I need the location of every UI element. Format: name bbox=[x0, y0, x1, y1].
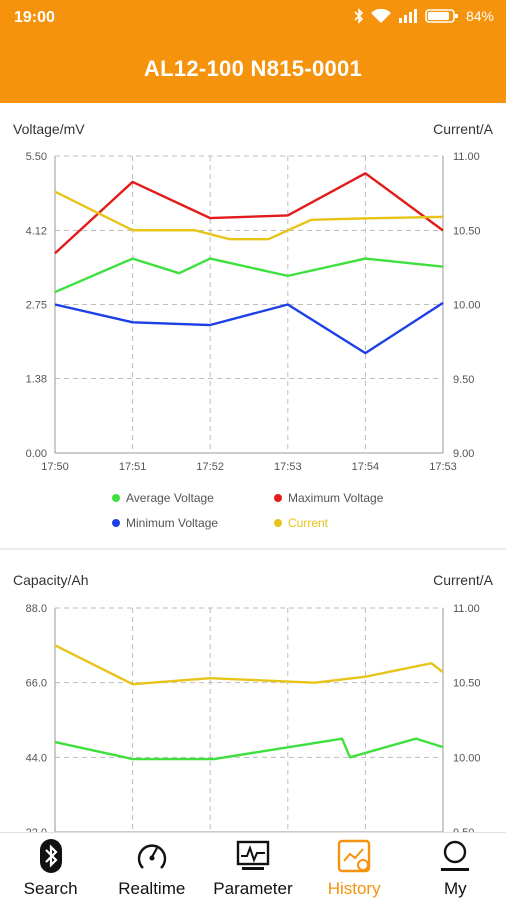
x-tick-label: 17:50 bbox=[41, 461, 69, 473]
series-line bbox=[54, 737, 444, 761]
right-tick-label: 9.50 bbox=[453, 827, 474, 835]
right-tick-label: 10.00 bbox=[453, 752, 481, 764]
left-tick-label: 2.75 bbox=[26, 300, 47, 312]
right-tick-label: 10.50 bbox=[453, 678, 481, 690]
x-tick-label: 17:53 bbox=[429, 461, 457, 473]
series-line bbox=[54, 172, 444, 255]
nav-history[interactable]: History bbox=[304, 833, 405, 901]
legend-current: Current bbox=[274, 516, 328, 530]
legend-maximum-dot bbox=[274, 494, 282, 502]
legend-minimum-label: Minimum Voltage bbox=[126, 516, 219, 530]
wifi-icon bbox=[370, 8, 391, 23]
chart1-right-axis-title: Current/A bbox=[433, 121, 493, 137]
monitor-chart-icon bbox=[236, 839, 270, 873]
legend-average-dot bbox=[112, 494, 120, 502]
status-time: 19:00 bbox=[14, 9, 55, 26]
nav-search-label: Search bbox=[23, 879, 78, 898]
right-tick-label: 9.50 bbox=[453, 374, 474, 386]
left-tick-label: 66.0 bbox=[26, 678, 47, 690]
x-tick-label: 17:54 bbox=[352, 461, 380, 473]
status-bar: 19:00 84% bbox=[0, 0, 506, 36]
battery-icon bbox=[425, 9, 458, 23]
series-line bbox=[54, 301, 444, 355]
app-header: 19:00 84% AL12-100 N815-0001 bbox=[0, 0, 506, 103]
voltage-chart: 5.50 4.12 2.75 1.38 0.00 11.00 10.50 10.00 9.50 9… bbox=[26, 151, 481, 473]
left-tick-label: 88.0 bbox=[26, 603, 47, 615]
right-tick-label: 9.00 bbox=[453, 448, 474, 460]
chart2-right-axis-title: Current/A bbox=[433, 572, 493, 588]
nav-realtime-label: Realtime bbox=[118, 879, 186, 898]
status-icons: 84% bbox=[354, 8, 494, 24]
signal-icon bbox=[398, 9, 417, 23]
right-tick-label: 10.00 bbox=[453, 300, 481, 312]
nav-my-label: My bbox=[444, 879, 467, 898]
series-line bbox=[54, 644, 444, 686]
x-tick-label: 17:51 bbox=[119, 461, 147, 473]
nav-history-label: History bbox=[327, 879, 381, 898]
right-tick-label: 11.00 bbox=[453, 151, 480, 163]
left-tick-label: 1.38 bbox=[26, 373, 47, 385]
legend-maximum-label: Maximum Voltage bbox=[288, 491, 384, 505]
legend-maximum: Maximum Voltage bbox=[274, 491, 383, 505]
section-divider bbox=[0, 548, 506, 550]
chart1-left-axis-title: Voltage/mV bbox=[13, 121, 85, 137]
nav-parameter[interactable]: Parameter bbox=[202, 833, 303, 901]
right-tick-label: 10.50 bbox=[453, 225, 481, 237]
left-tick-label: 4.12 bbox=[26, 226, 47, 238]
nav-realtime[interactable]: Realtime bbox=[101, 833, 202, 901]
legend-minimum-dot bbox=[112, 519, 120, 527]
series-line bbox=[54, 190, 444, 241]
x-tick-label: 17:53 bbox=[274, 461, 302, 473]
capacity-chart: 88.0 66.0 44.0 22.0 11.00 10.50 10.00 9.50 bbox=[26, 603, 481, 835]
left-tick-label: 0.00 bbox=[26, 448, 47, 460]
series-line bbox=[54, 257, 444, 294]
user-icon bbox=[438, 839, 472, 873]
gauge-icon bbox=[135, 839, 169, 873]
legend-average-label: Average Voltage bbox=[126, 491, 214, 505]
battery-percent: 84% bbox=[465, 8, 494, 24]
legend-current-label: Current bbox=[288, 516, 329, 530]
page-title: AL12-100 N815-0001 bbox=[143, 56, 363, 81]
nav-my[interactable]: My bbox=[405, 833, 506, 901]
nav-parameter-label: Parameter bbox=[213, 879, 293, 898]
nav-search[interactable]: Search bbox=[0, 833, 101, 901]
right-tick-label: 11.00 bbox=[453, 603, 480, 615]
legend-minimum: Minimum Voltage bbox=[112, 516, 218, 530]
chart2-left-axis-title: Capacity/Ah bbox=[13, 572, 89, 588]
bluetooth-search-icon bbox=[34, 839, 68, 873]
left-tick-label: 44.0 bbox=[26, 752, 47, 764]
x-tick-label: 17:52 bbox=[196, 461, 224, 473]
bluetooth-icon bbox=[354, 8, 364, 24]
bottom-nav: Search Realtime Parameter History My bbox=[0, 832, 506, 901]
left-tick-label: 22.0 bbox=[26, 827, 47, 835]
legend-average: Average Voltage bbox=[112, 491, 214, 505]
legend-current-dot bbox=[274, 519, 282, 527]
history-chart-icon bbox=[337, 839, 371, 873]
left-tick-label: 5.50 bbox=[26, 151, 47, 163]
